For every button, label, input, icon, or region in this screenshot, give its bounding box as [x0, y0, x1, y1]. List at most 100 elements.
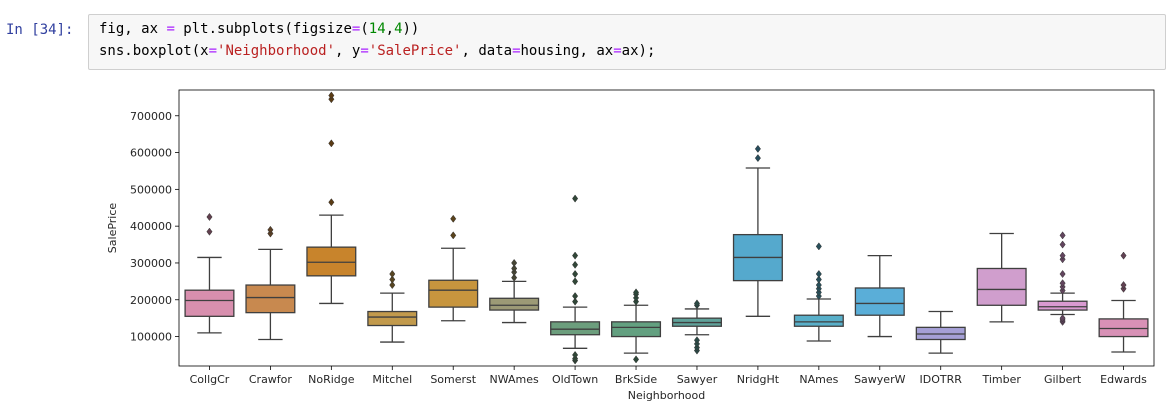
code-cell-input[interactable]: fig, ax = plt.subplots(figsize=(14,4)) s… [88, 14, 1166, 70]
x-tick-label: Somerst [430, 373, 476, 386]
code-operator: = [166, 21, 175, 37]
y-tick-label: 700000 [130, 110, 172, 123]
outlier-point [1120, 251, 1127, 260]
code-operator: = [360, 43, 369, 59]
plot-frame [178, 89, 1155, 367]
outlier-point [511, 258, 518, 267]
outlier-point [572, 350, 579, 359]
y-tick-label: 300000 [130, 257, 172, 270]
outlier-point [328, 91, 335, 100]
outlier-point [389, 269, 396, 279]
code-token: sns.boxplot(x [99, 43, 209, 59]
outlier-point [572, 260, 579, 269]
y-tick-label: 400000 [130, 220, 172, 233]
x-tick-label: Gilbert [1044, 373, 1082, 386]
chart-marks [184, 91, 1149, 365]
box-group-Somerst [428, 214, 479, 322]
code-operator: = [351, 21, 361, 37]
box-iqr [489, 297, 540, 311]
code-token: housing, ax [520, 43, 614, 59]
code-operator: = [613, 43, 622, 59]
box-group-BrkSide [611, 288, 662, 364]
outlier-point [815, 275, 822, 284]
outlier-point [1059, 314, 1066, 323]
box-group-Mitchel [367, 269, 418, 343]
box-iqr [245, 284, 296, 314]
box-group-OldTown [550, 194, 601, 365]
x-tick-label: BrkSide [615, 373, 657, 386]
outlier-point [389, 281, 396, 290]
outlier-point [633, 288, 640, 297]
code-token: ax); [621, 43, 656, 59]
box-iqr [854, 287, 905, 316]
outlier-point [1059, 279, 1066, 288]
code-token: ( [360, 21, 369, 37]
outlier-point [1120, 281, 1127, 290]
x-tick-label: IDOTRR [920, 373, 963, 386]
box-group-Edwards [1098, 251, 1149, 353]
y-tick-label: 100000 [130, 331, 172, 344]
x-tick-label: CollgCr [190, 373, 230, 386]
code-number: 4 [394, 21, 403, 37]
code-string: 'Neighborhood' [217, 43, 336, 59]
box-group-Sawyer [671, 299, 722, 355]
box-iqr [184, 289, 235, 317]
outlier-point [572, 194, 579, 203]
box-iqr [976, 267, 1027, 306]
outlier-point [389, 275, 396, 284]
outlier-point [511, 273, 518, 282]
box-iqr [1098, 318, 1149, 338]
code-token: fig, ax [99, 21, 167, 37]
code-token: plt.subplots(figsize [174, 21, 352, 37]
y-axis-label: SalePrice [106, 203, 119, 254]
outlier-point [267, 225, 274, 234]
x-tick-label: NridgHt [737, 373, 780, 386]
box-group-NridgHt [732, 144, 783, 317]
box-iqr [550, 321, 601, 336]
box-group-IDOTRR [915, 310, 966, 354]
box-group-SawyerW [854, 254, 905, 338]
outlier-point [206, 227, 213, 236]
outlier-point [754, 144, 761, 153]
code-token: , data [461, 43, 513, 59]
y-tick-label: 500000 [130, 183, 172, 196]
box-group-CollgCr [184, 212, 235, 334]
y-axis: 100000 200000 300000 400000 500000 600000 7000… [130, 110, 179, 344]
box-iqr [793, 314, 844, 327]
box-iqr [1037, 300, 1088, 311]
outlier-point [1059, 269, 1066, 279]
outlier-point [1059, 251, 1066, 260]
outlier-point [1059, 240, 1066, 249]
x-axis: CollgCr Crawfor NoRidge Mitchel Somerst NWAme… [190, 366, 1147, 386]
box-iqr [306, 246, 357, 277]
x-tick-label: Edwards [1100, 373, 1147, 386]
box-group-Gilbert [1037, 231, 1088, 326]
x-axis-label: Neighborhood [628, 389, 705, 402]
outlier-point [815, 269, 822, 279]
outlier-point [754, 154, 761, 163]
outlier-point [450, 231, 457, 240]
box-group-Timber [976, 232, 1027, 323]
code-number: 14 [368, 21, 386, 37]
x-tick-label: OldTown [552, 373, 598, 386]
outlier-point [815, 281, 822, 290]
x-tick-label: NAmes [799, 373, 838, 386]
outlier-point [572, 292, 579, 301]
y-tick-label: 200000 [130, 294, 172, 307]
code-line-1: fig, ax = plt.subplots(figsize=(14,4)) [99, 21, 419, 37]
outlier-point [1059, 231, 1066, 240]
outlier-point [815, 242, 822, 251]
x-tick-label: NWAmes [490, 373, 540, 386]
x-tick-label: Timber [981, 373, 1021, 386]
box-group-Crawfor [245, 225, 296, 341]
outlier-point [572, 251, 579, 260]
box-iqr [428, 279, 479, 308]
outlier-point [693, 336, 700, 345]
x-tick-label: SawyerW [854, 373, 906, 386]
code-operator: = [512, 43, 521, 59]
outlier-point [693, 299, 700, 308]
box-group-NAmes [793, 242, 844, 342]
boxplot-chart: 100000 200000 300000 400000 500000 600000 7000… [106, 89, 1155, 402]
outlier-point [572, 297, 579, 306]
outlier-point [572, 277, 579, 286]
